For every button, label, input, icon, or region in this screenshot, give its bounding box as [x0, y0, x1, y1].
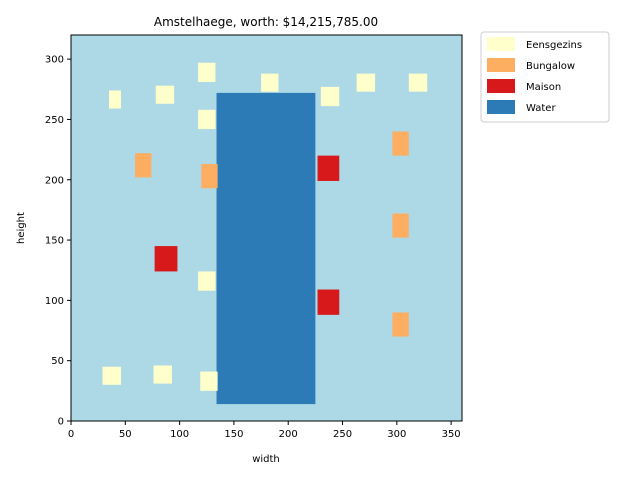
shape-bungalow-17 [392, 312, 409, 337]
shape-eensgezins-1 [109, 90, 121, 109]
legend-swatch-maison [487, 79, 515, 93]
shape-bungalow-16 [392, 213, 409, 238]
y-tick-label: 0 [58, 417, 64, 428]
legend-label-maison: Maison [526, 82, 561, 93]
legend-swatch-water [487, 100, 515, 114]
shape-eensgezins-10 [102, 366, 121, 385]
shape-eensgezins-12 [200, 371, 218, 391]
x-tick-label: 150 [224, 429, 243, 440]
y-tick-label: 300 [45, 55, 64, 66]
x-axis-label: width [252, 454, 280, 465]
shape-eensgezins-3 [198, 62, 216, 83]
x-tick-label: 200 [279, 429, 298, 440]
y-axis: 0 50 100 150 200 250 300 [45, 55, 71, 428]
shape-maison-19 [154, 246, 178, 272]
shape-bungalow-13 [135, 153, 152, 178]
x-tick-label: 50 [119, 429, 132, 440]
plot-frame [70, 34, 463, 422]
shapes-layer [102, 62, 428, 405]
y-tick-label: 200 [45, 175, 64, 186]
x-tick-label: 300 [387, 429, 406, 440]
shape-eensgezins-4 [198, 109, 216, 130]
y-axis-label: height [16, 212, 27, 244]
shape-water-0 [216, 92, 316, 405]
y-tick-label: 250 [45, 115, 64, 126]
chart-title: Amstelhaege, worth: $14,215,785.00 [154, 15, 378, 29]
x-tick-label: 0 [68, 429, 74, 440]
shape-eensgezins-2 [155, 85, 175, 104]
shape-eensgezins-5 [261, 73, 279, 92]
shape-eensgezins-9 [198, 271, 216, 291]
shape-maison-18 [317, 155, 340, 181]
legend-swatch-bungalow [487, 58, 515, 72]
legend-label-eensgezins: Eensgezins [526, 40, 582, 51]
legend-label-bungalow: Bungalow [526, 61, 575, 72]
x-tick-label: 100 [170, 429, 189, 440]
legend-label-water: Water [526, 103, 556, 114]
shape-eensgezins-7 [356, 73, 376, 92]
y-tick-label: 50 [51, 356, 64, 367]
shape-bungalow-15 [392, 131, 409, 156]
x-tick-label: 350 [442, 429, 461, 440]
x-axis: 0 50 100 150 200 250 300 350 [68, 421, 461, 440]
legend-box [480, 31, 610, 123]
legend-swatch-eensgezins [487, 37, 515, 51]
shape-maison-20 [317, 289, 340, 315]
y-tick-label: 100 [45, 296, 64, 307]
shape-bungalow-14 [201, 164, 218, 189]
x-tick-label: 250 [333, 429, 352, 440]
shape-eensgezins-8 [408, 73, 428, 92]
shape-eensgezins-6 [320, 86, 340, 107]
shape-eensgezins-11 [153, 365, 173, 384]
y-tick-label: 150 [45, 236, 64, 247]
legend: Eensgezins Bungalow Maison Water [480, 31, 610, 123]
